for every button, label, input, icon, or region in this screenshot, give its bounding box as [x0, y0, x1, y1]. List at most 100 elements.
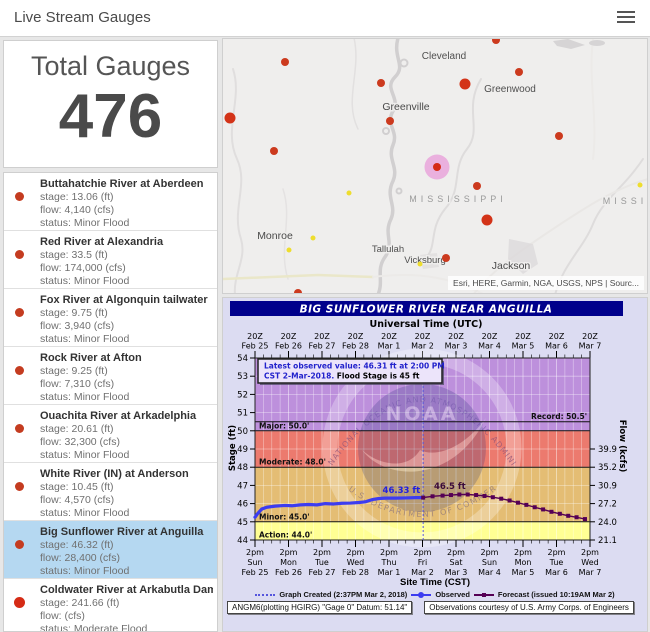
app-header: Live Stream Gauges — [0, 0, 650, 37]
gauge-name: Buttahatchie River at Aberdeen — [40, 178, 204, 190]
svg-text:2pm: 2pm — [581, 548, 599, 557]
gauge-list-item[interactable]: Buttahatchie River at Aberdeen stage: 13.… — [4, 173, 217, 231]
gauge-map-dot[interactable] — [310, 235, 316, 241]
svg-text:Mar 1: Mar 1 — [378, 342, 401, 351]
flood-zone-label: Major: 50.0' — [259, 421, 309, 430]
gauge-list-item[interactable]: Fox River at Algonquin tailwater stage: 9… — [4, 289, 217, 347]
svg-text:2pm: 2pm — [514, 548, 532, 557]
gauge-list-item[interactable]: Red River at Alexandria stage: 33.5 (ft) f… — [4, 231, 217, 289]
gauge-map-dot[interactable] — [442, 254, 450, 262]
observed-series — [253, 495, 425, 519]
svg-text:30.9: 30.9 — [598, 481, 617, 491]
selected-gauge-map-dot[interactable] — [433, 163, 441, 171]
gauge-map-dot[interactable] — [386, 117, 394, 125]
gauge-map-dot[interactable] — [270, 147, 278, 155]
gauge-list-item[interactable]: Rock River at Afton stage: 9.25 (ft) flow:… — [4, 347, 217, 405]
gauge-list-item[interactable]: Ouachita River at Arkadelphia stage: 20.6… — [4, 405, 217, 463]
gauge-map-dot[interactable] — [281, 58, 289, 66]
map[interactable]: Cleveland Greenwood Greenville Monroe Tallul… — [222, 38, 648, 294]
flood-zone-band — [255, 521, 590, 540]
hydrograph-chart: BIG SUNFLOWER RIVER NEAR ANGUILLA Univers… — [224, 298, 627, 576]
page-title: Live Stream Gauges — [14, 9, 151, 26]
gauge-detail-line: stage: 241.66 (ft) — [40, 597, 120, 609]
svg-text:Mon: Mon — [515, 558, 532, 567]
gauge-list-item[interactable]: White River (IN) at Anderson stage: 10.45… — [4, 463, 217, 521]
gauge-detail-line: flow: 28,400 (cfs) — [40, 552, 120, 564]
svg-text:2pm: 2pm — [347, 548, 365, 557]
svg-text:Feb 28: Feb 28 — [342, 342, 369, 351]
gauge-map-dot[interactable] — [637, 182, 643, 188]
gauge-status-dot — [15, 250, 24, 259]
gauge-map-dot[interactable] — [473, 182, 481, 190]
latest-observed-info-box — [257, 358, 443, 384]
svg-text:39.9: 39.9 — [598, 445, 617, 455]
gauge-map-dot[interactable] — [459, 78, 471, 90]
gauge-list-item[interactable]: Coldwater River at Arkabutla Dam stage: 2… — [4, 579, 217, 631]
gauge-map-dot[interactable] — [294, 289, 302, 293]
graph-created-line-swatch — [255, 593, 276, 596]
svg-text:Mar 1: Mar 1 — [378, 568, 401, 576]
forecast-line-swatch — [473, 592, 494, 597]
chart-title-bar — [230, 301, 623, 316]
gauge-name: White River (IN) at Anderson — [40, 468, 189, 480]
gauge-detail-line: stage: 9.25 (ft) — [40, 365, 108, 377]
gauge-detail-line: flow: (cfs) — [40, 610, 85, 622]
total-gauges-panel: Total Gauges 476 — [3, 40, 218, 168]
gauge-name: Coldwater River at Arkabutla Dam — [40, 584, 213, 596]
svg-text:20Z: 20Z — [381, 332, 397, 341]
flood-zone-band — [255, 467, 590, 522]
flood-zone-band — [255, 430, 590, 468]
gauge-detail-line: stage: 13.06 (ft) — [40, 191, 114, 203]
svg-text:20Z: 20Z — [314, 332, 330, 341]
gauge-detail-line: stage: 10.45 (ft) — [40, 481, 114, 493]
gauge-status-dot — [15, 424, 24, 433]
gauge-map-dot[interactable] — [515, 68, 523, 76]
svg-text:20Z: 20Z — [448, 332, 464, 341]
gauge-map-dot[interactable] — [555, 132, 563, 140]
gauge-name: Ouachita River at Arkadelphia — [40, 410, 197, 422]
gauge-detail-line: flow: 174,000 (cfs) — [40, 262, 126, 274]
svg-text:50: 50 — [237, 427, 248, 437]
svg-text:2pm: 2pm — [447, 548, 465, 557]
svg-text:35.2: 35.2 — [598, 463, 617, 473]
svg-text:Mar 7: Mar 7 — [579, 568, 602, 576]
svg-text:53: 53 — [237, 372, 248, 382]
gauge-name: Big Sunflower River at Anguilla — [40, 526, 204, 538]
svg-text:2pm: 2pm — [313, 548, 331, 557]
gauge-map-dot[interactable] — [377, 79, 385, 87]
gauge-name: Rock River at Afton — [40, 352, 142, 364]
gauge-map-dot[interactable] — [492, 39, 500, 44]
lake-shape — [553, 39, 585, 49]
chart-footer: ANGM6(plotting HGIRG) "Gage 0" Datum: 51… — [227, 601, 634, 614]
gauge-name: Fox River at Algonquin tailwater — [40, 294, 208, 306]
map-canvas[interactable]: Cleveland Greenwood Greenville Monroe Tallul… — [223, 39, 647, 293]
gauge-detail-line: status: Minor Flood — [40, 391, 130, 403]
total-gauges-value: 476 — [58, 82, 163, 151]
record-stage-label: Record: 50.5' — [531, 412, 587, 421]
legend-observed: Observed — [435, 590, 470, 599]
gauge-map-dot[interactable] — [417, 261, 423, 267]
svg-text:20Z: 20Z — [482, 332, 498, 341]
svg-text:20Z: 20Z — [582, 332, 598, 341]
svg-text:Mar 7: Mar 7 — [579, 342, 602, 351]
svg-text:21.1: 21.1 — [598, 536, 617, 546]
chart-legend: Graph Created (2:37PM Mar 2, 2018) Obser… — [223, 590, 647, 599]
gauge-detail-line: stage: 20.61 (ft) — [40, 423, 114, 435]
svg-text:Wed: Wed — [581, 558, 598, 567]
observed-line-swatch — [411, 591, 432, 598]
svg-text:NOAA: NOAA — [386, 403, 459, 425]
gauge-map-dot[interactable] — [481, 214, 493, 226]
gauge-map-dot[interactable] — [286, 247, 292, 253]
gauge-map-dot[interactable] — [224, 112, 236, 124]
gauge-map-dot[interactable] — [346, 190, 352, 196]
gauge-detail-line: status: Minor Flood — [40, 565, 130, 577]
flood-zone-label: Action: 44.0' — [259, 531, 312, 540]
gauge-status-dot — [15, 540, 24, 549]
svg-text:2pm: 2pm — [548, 548, 566, 557]
flood-zone-label: Minor: 45.0' — [259, 512, 310, 521]
svg-text:Mar 2: Mar 2 — [411, 568, 434, 576]
hamburger-menu-icon[interactable] — [617, 11, 635, 24]
svg-text:Tue: Tue — [314, 558, 329, 567]
gauge-list-item[interactable]: Big Sunflower River at Anguilla stage: 46… — [4, 521, 217, 579]
gauge-name: Red River at Alexandria — [40, 236, 164, 248]
